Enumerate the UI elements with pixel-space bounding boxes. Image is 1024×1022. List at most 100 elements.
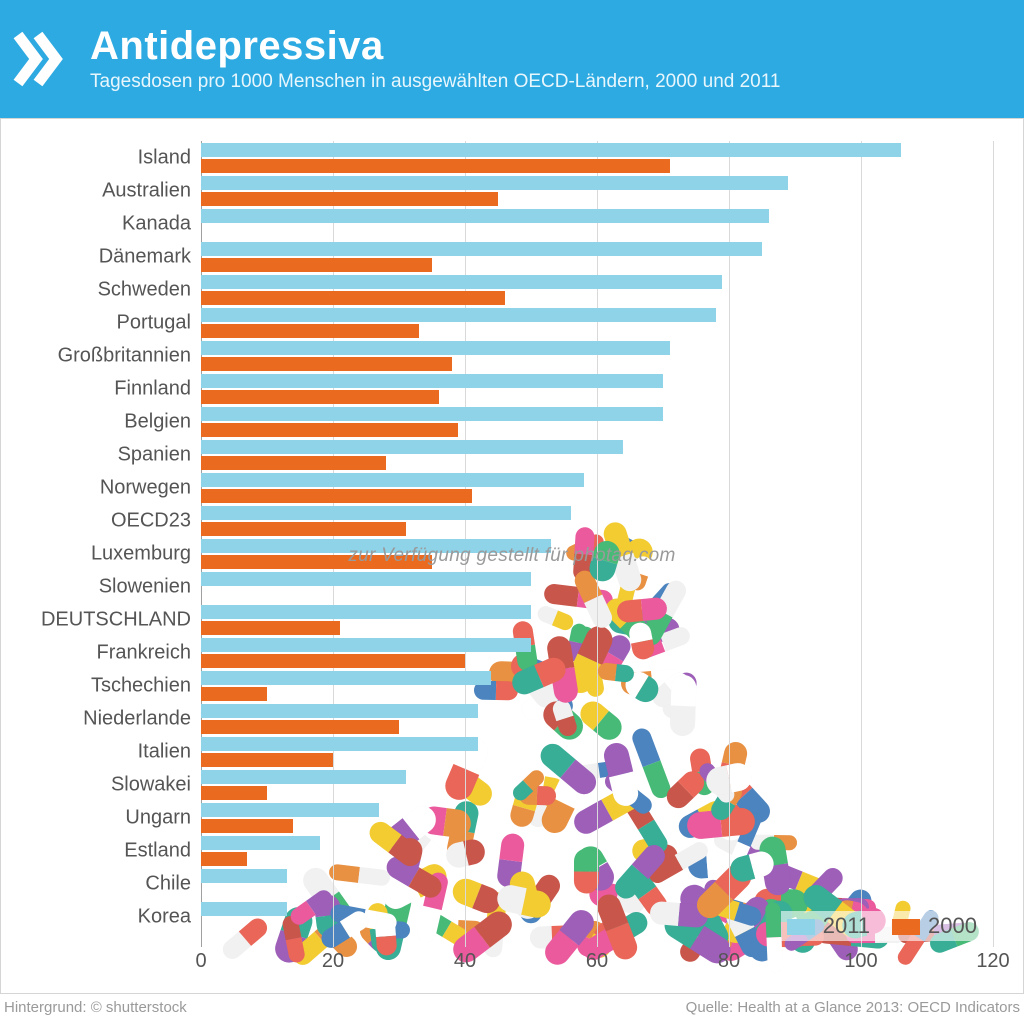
bar-2000 — [201, 159, 670, 173]
legend: 2011 2000 — [781, 911, 983, 941]
table-row: Spanien — [201, 438, 993, 471]
bar-2011 — [201, 638, 531, 652]
bar-2000 — [201, 258, 432, 272]
x-tick-label: 0 — [195, 950, 206, 973]
y-axis-label: Chile — [145, 872, 201, 895]
bar-2000 — [201, 324, 419, 338]
bar-2011 — [201, 572, 531, 586]
y-axis-label: Niederlande — [83, 707, 201, 730]
table-row: Niederlande — [201, 702, 993, 735]
bar-2011 — [201, 374, 663, 388]
bar-2000 — [201, 654, 465, 668]
x-tick-label: 80 — [718, 950, 740, 973]
x-tick-label: 20 — [322, 950, 344, 973]
bar-2011 — [201, 275, 722, 289]
y-axis-label: Korea — [138, 905, 201, 928]
bar-2000 — [201, 423, 458, 437]
bar-2000 — [201, 192, 498, 206]
y-axis-label: DEUTSCHLAND — [41, 608, 201, 631]
bar-2011 — [201, 209, 769, 223]
table-row: Belgien — [201, 405, 993, 438]
oecd-logo-icon — [12, 27, 76, 91]
table-row: Tschechien — [201, 669, 993, 702]
y-axis-label: Spanien — [118, 443, 201, 466]
table-row: Dänemark — [201, 240, 993, 273]
y-axis-label: Luxemburg — [91, 542, 201, 565]
y-axis-label: Schweden — [98, 278, 201, 301]
bar-2011 — [201, 869, 287, 883]
bar-2000 — [201, 456, 386, 470]
table-row: Estland — [201, 834, 993, 867]
y-axis-label: Belgien — [124, 410, 201, 433]
y-axis-label: Estland — [124, 839, 201, 862]
table-row: Kanada — [201, 207, 993, 240]
y-axis-label: Slowakei — [111, 773, 201, 796]
chart-area: 020406080100120IslandAustralienKanadaDän… — [0, 118, 1024, 994]
table-row: OECD23 — [201, 504, 993, 537]
bar-2000 — [201, 291, 505, 305]
bar-2000 — [201, 621, 340, 635]
bar-2011 — [201, 308, 716, 322]
bar-2011 — [201, 440, 623, 454]
grid-line — [993, 141, 994, 947]
table-row: Italien — [201, 735, 993, 768]
table-row: Slowenien — [201, 570, 993, 603]
y-axis-label: Großbritannien — [58, 344, 201, 367]
y-axis-label: OECD23 — [111, 509, 201, 532]
bar-2000 — [201, 687, 267, 701]
header-text: Antidepressiva Tagesdosen pro 1000 Mensc… — [90, 25, 780, 93]
y-axis-label: Italien — [138, 740, 201, 763]
bar-2011 — [201, 671, 491, 685]
legend-item-2000: 2000 — [892, 913, 977, 939]
table-row: Island — [201, 141, 993, 174]
table-row: Chile — [201, 867, 993, 900]
table-row: Schweden — [201, 273, 993, 306]
y-axis-label: Norwegen — [100, 476, 201, 499]
y-axis-label: Australien — [102, 179, 201, 202]
legend-swatch-2000 — [892, 919, 920, 935]
bar-2011 — [201, 473, 584, 487]
y-axis-label: Island — [138, 146, 201, 169]
y-axis-label: Tschechien — [91, 674, 201, 697]
chart-subtitle: Tagesdosen pro 1000 Menschen in ausgewäh… — [90, 71, 780, 93]
table-row: Großbritannien — [201, 339, 993, 372]
bar-2011 — [201, 770, 406, 784]
bar-2000 — [201, 522, 406, 536]
y-axis-label: Kanada — [122, 212, 201, 235]
bar-2011 — [201, 242, 762, 256]
bar-2000 — [201, 720, 399, 734]
bar-2011 — [201, 836, 320, 850]
bar-2011 — [201, 605, 531, 619]
bar-2011 — [201, 143, 901, 157]
table-row: Australien — [201, 174, 993, 207]
y-axis-label: Dänemark — [99, 245, 201, 268]
table-row: Finnland — [201, 372, 993, 405]
x-tick-label: 40 — [454, 950, 476, 973]
y-axis-label: Frankreich — [97, 641, 201, 664]
y-axis-label: Ungarn — [125, 806, 201, 829]
bar-2000 — [201, 819, 293, 833]
bar-2011 — [201, 704, 478, 718]
table-row: Slowakei — [201, 768, 993, 801]
y-axis-label: Portugal — [117, 311, 202, 334]
bar-2011 — [201, 737, 478, 751]
table-row: Norwegen — [201, 471, 993, 504]
bar-2011 — [201, 803, 379, 817]
table-row: Ungarn — [201, 801, 993, 834]
y-axis-label: Finnland — [114, 377, 201, 400]
header: Antidepressiva Tagesdosen pro 1000 Mensc… — [0, 0, 1024, 118]
table-row: Frankreich — [201, 636, 993, 669]
legend-item-2011: 2011 — [787, 913, 870, 939]
watermark-text: zur Verfügung gestellt für photaq.com — [348, 545, 675, 567]
bar-2011 — [201, 902, 287, 916]
bar-2000 — [201, 786, 267, 800]
bar-2011 — [201, 176, 788, 190]
bar-2011 — [201, 506, 571, 520]
x-tick-label: 100 — [844, 950, 877, 973]
plot: 020406080100120IslandAustralienKanadaDän… — [201, 141, 993, 947]
footer-right: Quelle: Health at a Glance 2013: OECD In… — [686, 999, 1020, 1016]
x-tick-label: 120 — [976, 950, 1009, 973]
bar-2000 — [201, 357, 452, 371]
bar-2011 — [201, 341, 670, 355]
bar-2000 — [201, 852, 247, 866]
